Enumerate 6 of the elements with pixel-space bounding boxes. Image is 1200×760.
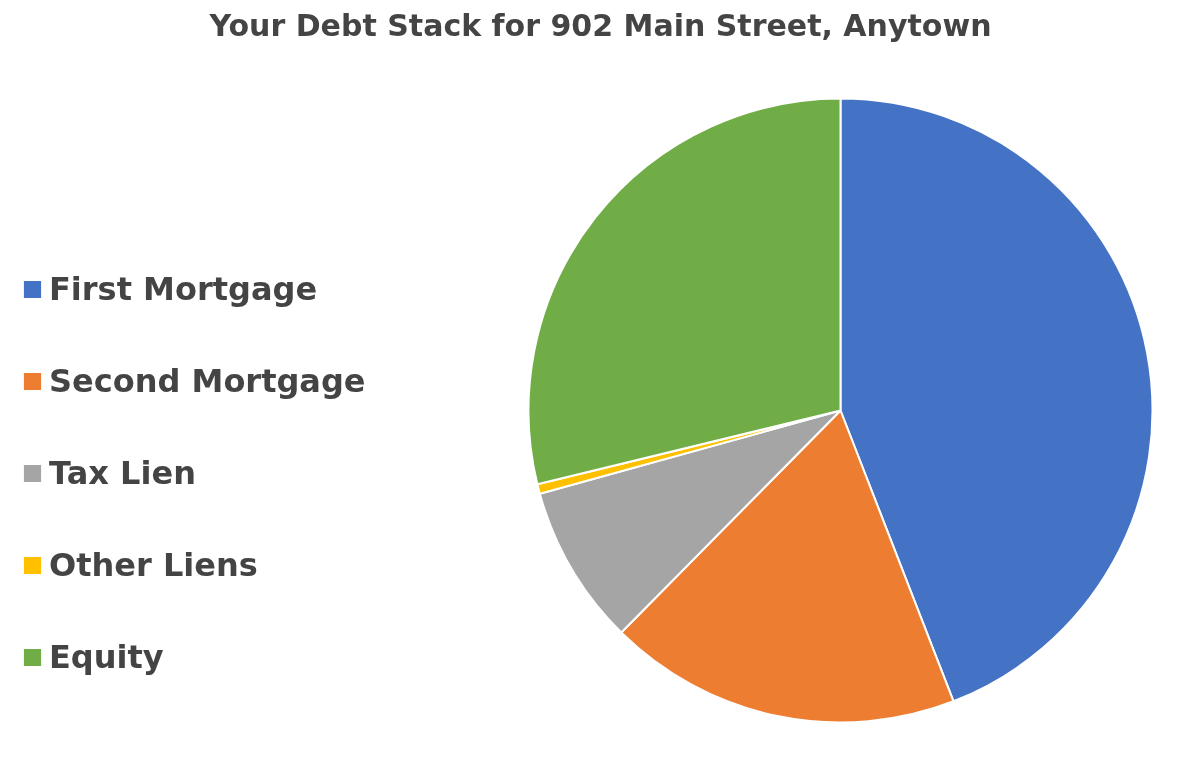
legend-label: Other Liens <box>49 545 258 585</box>
legend-label: First Mortgage <box>49 269 318 309</box>
legend-label: Tax Lien <box>49 453 196 493</box>
chart-title: Your Debt Stack for 902 Main Street, Anytown <box>208 7 992 43</box>
legend-label: Equity <box>49 637 164 677</box>
legend-label: Second Mortgage <box>49 361 366 401</box>
